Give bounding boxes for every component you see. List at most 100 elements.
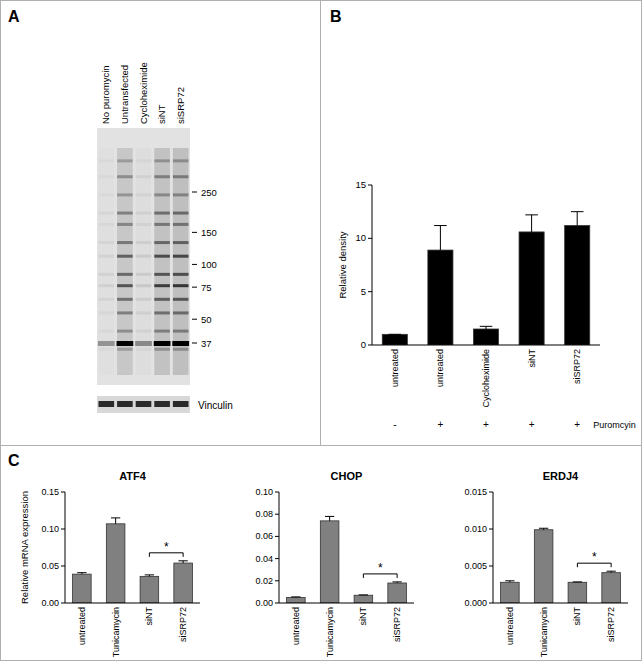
loading-band [173, 401, 189, 407]
band [117, 255, 133, 258]
band [117, 273, 133, 276]
x-tick-label: Tunicamycin [539, 607, 549, 657]
x-tick-label: siSRP72 [178, 607, 188, 642]
significance: * [363, 561, 397, 578]
loading-band [117, 401, 133, 407]
y-tick-label: 0.08 [255, 509, 273, 519]
y-tick [61, 603, 65, 604]
lane-smear [136, 148, 152, 375]
panel-frame [1, 446, 642, 661]
band [136, 212, 152, 215]
x-tick-label: siNT [527, 349, 537, 368]
chart-title: ERDJ4 [543, 470, 579, 482]
band [154, 223, 170, 226]
error-cap [111, 517, 120, 518]
x-tick-label: Tunicamycin [325, 607, 335, 657]
panel-label: A [8, 8, 20, 25]
y-tick-label: 0.10 [255, 487, 273, 497]
lane-smear [117, 148, 133, 375]
gel [97, 128, 190, 385]
band [98, 348, 114, 351]
band [98, 175, 114, 178]
lane-smear [154, 148, 170, 375]
bar [287, 597, 306, 603]
marker-label: 150 [201, 227, 217, 238]
panel-label: C [8, 452, 20, 469]
bar [519, 232, 544, 345]
y-tick-label: 10 [355, 232, 366, 243]
band [98, 298, 114, 301]
band [117, 212, 133, 215]
lane-label: siNT [156, 104, 167, 124]
band [98, 311, 114, 314]
loading-band [154, 401, 170, 407]
band [173, 284, 189, 287]
loading-label: Vinculin [198, 400, 233, 411]
band [172, 341, 189, 346]
band [173, 241, 189, 244]
y-axis-label: Relative mRNA expression [19, 491, 30, 604]
band [117, 223, 133, 226]
y-tick [368, 345, 372, 346]
error-cap [291, 596, 300, 597]
band [136, 311, 152, 314]
band [173, 348, 189, 351]
x-tick-label: siSRP72 [572, 349, 582, 384]
x-tick-label: untreated [291, 607, 301, 645]
x-axis [279, 603, 414, 604]
y-axis-label: Relative density [337, 231, 348, 298]
panel-frame [1, 1, 321, 446]
band [117, 241, 133, 244]
band [117, 330, 133, 333]
marks [382, 212, 589, 345]
band [154, 159, 170, 162]
y-tick-label: 0.02 [255, 576, 273, 586]
band [98, 330, 114, 333]
y-tick [275, 580, 279, 581]
y-tick [275, 536, 279, 537]
x-tick-label: untreated [390, 349, 400, 387]
lane-signal [172, 148, 189, 375]
bar [354, 595, 373, 603]
x-tick-label: siNT [572, 607, 582, 626]
significance-label: * [378, 561, 383, 575]
error-bar [389, 334, 402, 335]
error-stem [531, 215, 532, 232]
lane-signal [117, 148, 134, 375]
lane-smear [98, 148, 114, 375]
band [173, 273, 189, 276]
bar [501, 582, 520, 603]
marker-tick [192, 319, 197, 320]
error-cap [389, 334, 402, 335]
error-bar [434, 226, 447, 251]
panel-frame [321, 1, 642, 446]
band [154, 341, 171, 346]
significance-label: * [592, 550, 597, 564]
lane-label: siSRP72 [175, 87, 186, 124]
y-axis [65, 492, 66, 603]
treatment-sign: + [437, 419, 443, 430]
y-axis [279, 492, 280, 603]
marker-tick [192, 264, 197, 265]
band [173, 298, 189, 301]
y-tick-label: 0 [361, 339, 366, 350]
y-tick [368, 185, 372, 186]
band [98, 341, 115, 346]
error-cap [606, 571, 615, 572]
band [173, 175, 189, 178]
loading-band [136, 401, 152, 407]
treatment-sign: + [574, 419, 580, 430]
loading-strip [97, 396, 190, 413]
y-tick-label: 0.000 [464, 598, 487, 608]
y-tick [61, 529, 65, 530]
error-cap [77, 572, 86, 573]
lane-label: No puromycin [100, 65, 111, 124]
y-axis [493, 492, 494, 603]
error-bar [573, 581, 582, 582]
y-tick [275, 492, 279, 493]
bar [388, 583, 407, 603]
y-tick-label: 0.10 [41, 524, 59, 534]
treatment-label: Puromcyin [593, 420, 636, 430]
x-axis [65, 603, 200, 604]
band [173, 193, 189, 196]
